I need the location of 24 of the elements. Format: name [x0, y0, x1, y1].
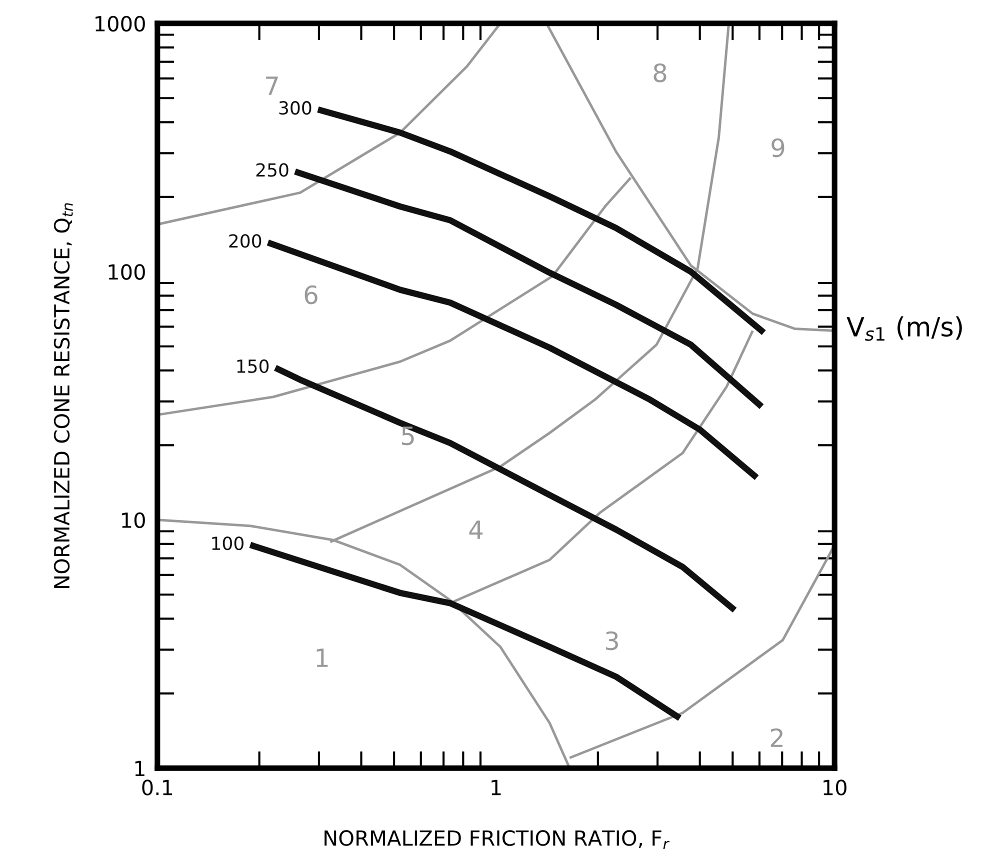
annotation: 2: [770, 728, 782, 747]
series-label: 200: [229, 234, 262, 248]
text: V$_{s1}$ (m/s): [846, 316, 962, 341]
annotation: 8: [654, 63, 666, 82]
y-tick-label: 1: [135, 760, 144, 776]
annotation: 1: [316, 648, 328, 667]
annotation: 4: [469, 520, 483, 539]
annotation: 3: [606, 631, 618, 650]
y-tick-label: 10: [122, 512, 145, 528]
y-axis-title: NORMALIZED CONE RESISTANCE, Q$_{tn}$: [54, 203, 73, 588]
series-label: 150: [237, 359, 269, 373]
x-tick-label: 10: [824, 780, 846, 796]
x-axis-title: NORMALIZED FRICTION RATIO, F$_{r}$: [324, 830, 670, 850]
series-label: 300: [279, 101, 312, 115]
series-label: 250: [256, 163, 288, 177]
series-label: 100: [212, 536, 244, 550]
annotation: 5: [402, 426, 414, 446]
x-tick-label: 1: [492, 780, 501, 796]
x-tick-label: 0.1: [142, 780, 172, 796]
y-tick-label: 100: [108, 264, 145, 280]
y-tick-label: 1000: [96, 16, 145, 32]
annotation: 6: [304, 285, 318, 304]
annotation: 7: [266, 76, 278, 95]
annotation: 9: [772, 138, 784, 158]
